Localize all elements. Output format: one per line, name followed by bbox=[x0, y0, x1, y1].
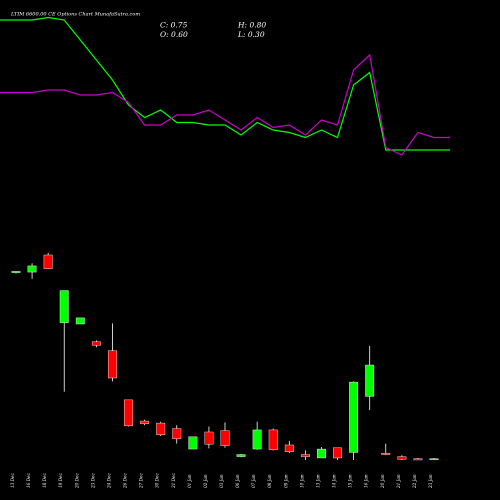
candle-body bbox=[140, 420, 150, 424]
candle-body bbox=[108, 350, 117, 379]
candle-body bbox=[300, 454, 310, 457]
candle-body bbox=[59, 290, 69, 323]
candle-body bbox=[381, 452, 391, 455]
x-tick-label: 01 Jan bbox=[187, 474, 192, 488]
x-tick-label: 23 Jan bbox=[428, 474, 433, 489]
x-tick-label: 30 Dec bbox=[155, 473, 160, 488]
x-tick-label: 14 Jan bbox=[332, 474, 337, 488]
x-tick-label: 06 Jan bbox=[235, 474, 240, 488]
candle-body bbox=[284, 444, 294, 453]
candle-body bbox=[204, 431, 214, 445]
x-tick-label: 24 Dec bbox=[106, 473, 111, 489]
candle-body bbox=[333, 447, 342, 459]
candle bbox=[349, 381, 359, 460]
x-tick-label: 23 Dec bbox=[90, 473, 95, 489]
candle bbox=[43, 252, 53, 269]
candle bbox=[172, 425, 182, 444]
x-tick-label: 22 Jan bbox=[412, 474, 417, 489]
x-tick-label: 20 Dec bbox=[74, 473, 79, 489]
x-axis: 13 Dec 16 Dec 18 Dec 19 Dec 20 Dec 23 Dec 24 D… bbox=[10, 473, 433, 489]
candle bbox=[188, 436, 198, 450]
x-tick-label: 20 Jan bbox=[380, 474, 385, 489]
x-tick-label: 10 Jan bbox=[299, 474, 304, 488]
candle bbox=[365, 345, 375, 411]
candle-body bbox=[429, 458, 439, 461]
candle-body bbox=[188, 436, 198, 450]
candle bbox=[397, 455, 407, 460]
candle bbox=[27, 263, 37, 279]
x-tick-label: 13 Jan bbox=[315, 474, 320, 488]
candle bbox=[236, 453, 246, 458]
candle bbox=[413, 457, 423, 461]
candle-body bbox=[220, 430, 230, 446]
candle bbox=[108, 323, 117, 382]
x-tick-label: 27 Dec bbox=[139, 473, 144, 489]
x-tick-label: 16 Jan bbox=[364, 474, 369, 488]
x-tick-label: 13 Dec bbox=[10, 473, 15, 488]
x-tick-label: 03 Jan bbox=[219, 474, 224, 488]
x-tick-label: 08 Jan bbox=[267, 474, 272, 488]
chart-title: LTIM 6600.00 CE Options Chart MunafaSutr… bbox=[10, 12, 140, 18]
candle bbox=[333, 447, 342, 460]
candle bbox=[59, 290, 69, 392]
candle bbox=[317, 447, 326, 459]
candle bbox=[381, 443, 391, 456]
candle bbox=[91, 340, 101, 348]
candle bbox=[204, 426, 214, 449]
low-readout: L: 0.30 bbox=[237, 30, 265, 39]
candle bbox=[268, 428, 278, 451]
x-tick-label: 16 Dec bbox=[26, 473, 31, 488]
candle-body bbox=[11, 271, 21, 273]
candle-body bbox=[236, 454, 246, 457]
candle-body bbox=[172, 428, 182, 440]
candle bbox=[220, 422, 230, 448]
candle-body bbox=[43, 254, 53, 269]
x-tick-label: 26 Dec bbox=[123, 473, 128, 489]
x-tick-label: 31 Dec bbox=[171, 473, 176, 488]
candle-body bbox=[268, 429, 278, 450]
candle bbox=[156, 421, 166, 437]
indicator-lines bbox=[0, 16, 450, 156]
candle bbox=[11, 271, 21, 274]
candle-body bbox=[252, 429, 262, 450]
candle-body bbox=[156, 422, 166, 435]
candle-body bbox=[317, 448, 326, 459]
x-tick-label: 02 Jan bbox=[203, 474, 208, 488]
candle-body bbox=[124, 399, 133, 427]
candle bbox=[284, 440, 294, 454]
x-tick-label: 09 Jan bbox=[283, 474, 288, 488]
x-tick-label: 18 Dec bbox=[42, 473, 47, 488]
x-tick-label: 19 Dec bbox=[58, 473, 63, 488]
candle bbox=[75, 317, 85, 325]
candle bbox=[429, 457, 439, 461]
x-tick-label: 07 Jan bbox=[251, 474, 256, 488]
candle bbox=[300, 450, 310, 460]
candle bbox=[140, 419, 150, 426]
candle bbox=[252, 421, 262, 450]
candle bbox=[124, 399, 133, 427]
x-tick-label: 15 Jan bbox=[348, 474, 353, 488]
lower-indicator-line bbox=[0, 53, 450, 156]
candle-body bbox=[365, 364, 375, 397]
candle-body bbox=[413, 458, 423, 461]
candle-body bbox=[397, 456, 407, 460]
candle-body bbox=[27, 265, 37, 273]
upper-indicator-line bbox=[0, 16, 450, 151]
close-readout: C: 0.75 bbox=[160, 21, 188, 30]
high-readout: H: 0.80 bbox=[237, 21, 266, 30]
x-tick-label: 21 Jan bbox=[396, 474, 401, 489]
candles bbox=[11, 252, 439, 461]
open-readout: O: 0.60 bbox=[160, 30, 188, 39]
candle-body bbox=[91, 341, 101, 346]
candle-body bbox=[75, 317, 85, 325]
candle-body bbox=[349, 381, 359, 453]
